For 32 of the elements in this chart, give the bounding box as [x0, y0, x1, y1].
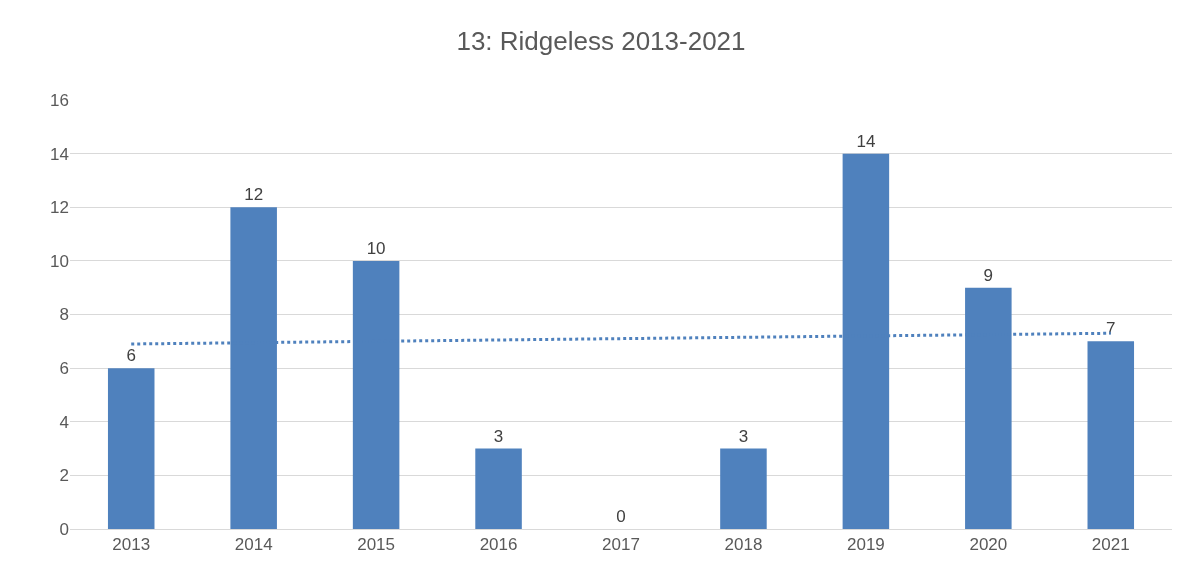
data-label: 0 — [616, 507, 626, 526]
x-tick-label: 2021 — [1091, 535, 1130, 555]
x-tick-label: 2014 — [234, 535, 273, 555]
data-label: 9 — [983, 265, 994, 285]
data-label: 10 — [366, 238, 386, 258]
y-tick-label: 0 — [59, 519, 69, 539]
y-tick-label: 8 — [59, 305, 69, 325]
bar — [475, 448, 522, 529]
y-tick-label: 4 — [59, 412, 69, 432]
bar — [107, 368, 155, 529]
x-tick-label: 2018 — [724, 535, 763, 555]
data-label: 3 — [493, 426, 504, 446]
data-label: 7 — [1106, 319, 1116, 339]
data-label: 14 — [856, 131, 876, 151]
bar — [1087, 341, 1135, 529]
data-label: 12 — [244, 185, 264, 205]
y-tick-label: 2 — [59, 466, 69, 486]
x-tick-label: 2020 — [969, 535, 1008, 555]
y-tick-label: 12 — [50, 198, 69, 218]
bar — [720, 448, 767, 529]
x-tick-label: 2019 — [846, 535, 885, 555]
y-tick-label: 10 — [50, 251, 69, 271]
data-label: 3 — [738, 426, 749, 446]
x-tick-label: 2017 — [602, 535, 640, 555]
x-tick-label: 2016 — [479, 535, 518, 555]
data-label: 6 — [126, 346, 136, 366]
x-tick-label: 2013 — [112, 535, 151, 555]
y-tick-label: 14 — [50, 144, 69, 164]
y-tick-label: 6 — [59, 359, 69, 379]
chart-title: 13: Ridgeless 2013-2021 — [456, 25, 746, 56]
x-tick-label: 2015 — [357, 535, 396, 555]
y-tick-label: 16 — [50, 90, 69, 110]
